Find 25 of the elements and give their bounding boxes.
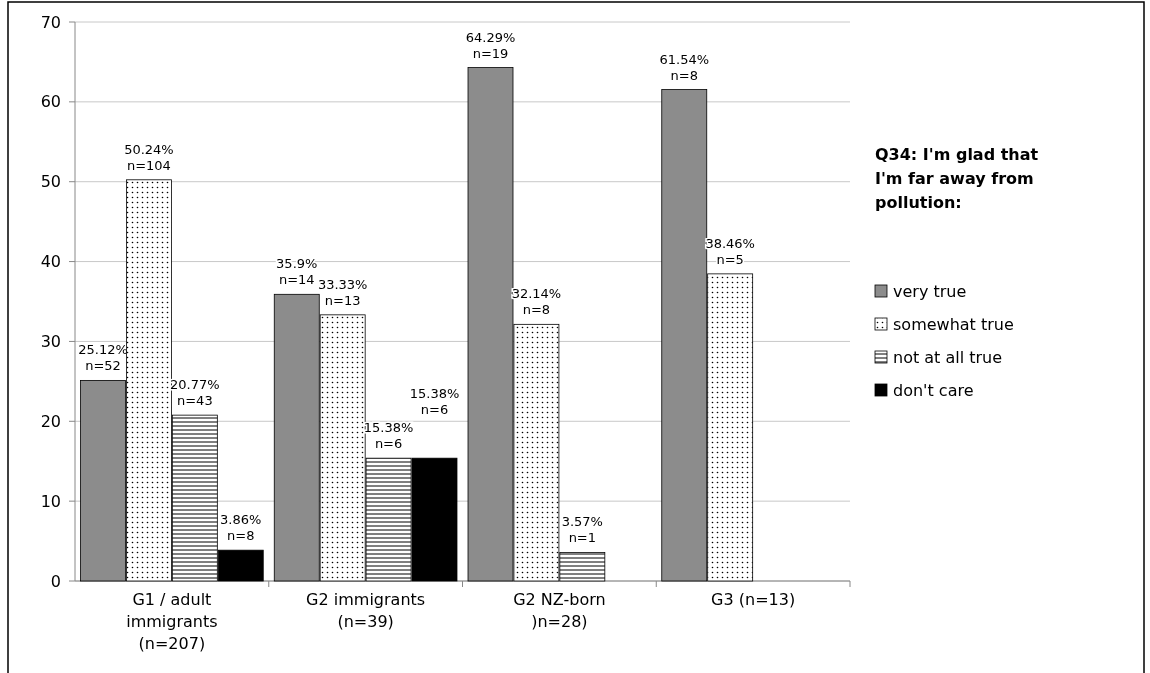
y-tick-label: 0 — [50, 571, 61, 591]
data-label: 3.57% n=1 — [561, 514, 603, 546]
y-tick-label: 50 — [40, 172, 61, 192]
x-tick-label: G2 immigrants (n=39) — [306, 590, 426, 631]
x-tick-label: G3 (n=13) — [711, 590, 796, 609]
data-label: 50.24% n=104 — [124, 141, 174, 173]
y-tick-label: 40 — [40, 252, 61, 272]
data-label: 61.54% n=8 — [659, 51, 710, 83]
data-label: 64.29% n=19 — [465, 29, 516, 61]
legend-label: somewhat true — [893, 314, 1014, 334]
y-tick-label: 20 — [40, 411, 61, 431]
data-label: 35.9% n=14 — [276, 256, 318, 288]
x-tick-label: G1 / adult immigrants (n=207) — [126, 590, 218, 653]
data-label: 3.86% n=8 — [220, 512, 262, 544]
legend-label: very true — [893, 281, 967, 301]
data-label: 33.33% n=13 — [317, 276, 368, 308]
legend-label: don't care — [893, 380, 974, 400]
y-tick-label: 60 — [40, 92, 61, 112]
x-tick-label: G2 NZ-born )n=28) — [513, 590, 606, 631]
y-tick-label: 30 — [40, 332, 61, 352]
legend-label: not at all true — [893, 347, 1003, 367]
legend-title: Q34: I'm glad that I'm far away from pollution: — [875, 145, 1039, 212]
y-tick-label: 70 — [40, 12, 61, 32]
y-tick-label: 10 — [40, 491, 61, 511]
data-label: 15.38% n=6 — [409, 386, 460, 418]
